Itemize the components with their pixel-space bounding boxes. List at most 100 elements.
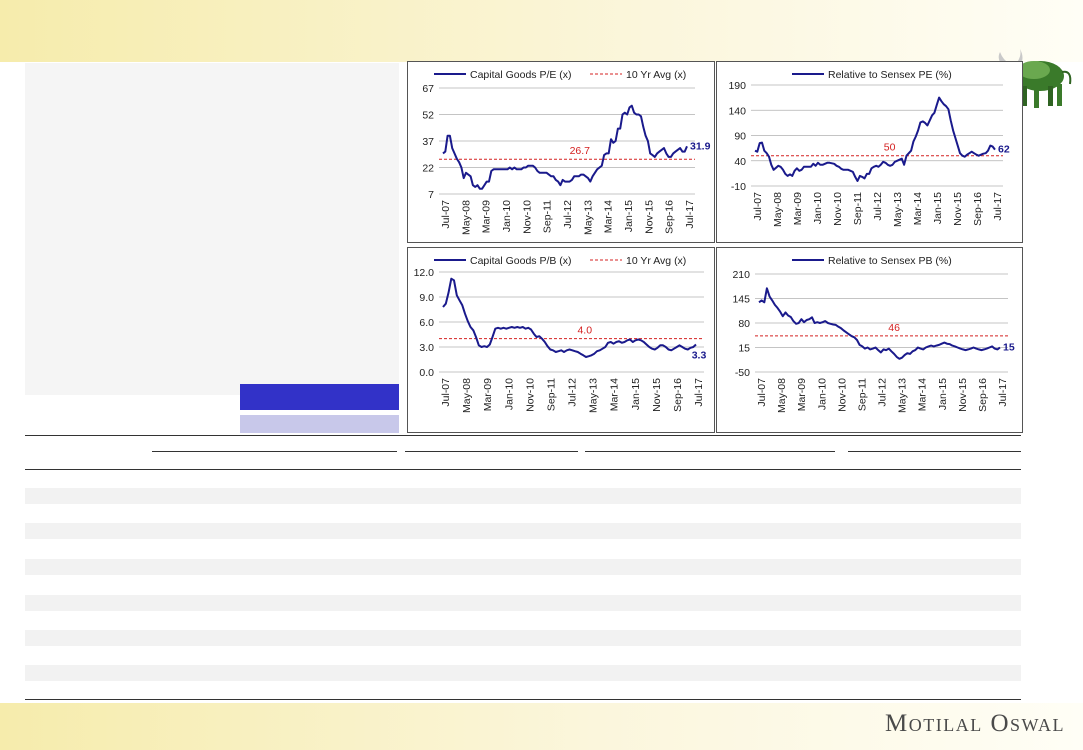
x-tick-label: Nov-15 — [651, 378, 663, 412]
y-tick-label: 40 — [734, 156, 746, 168]
x-tick-label: Jul-17 — [997, 378, 1009, 407]
y-tick-label: -50 — [735, 367, 750, 379]
y-tick-label: 0.0 — [419, 367, 434, 379]
series-line — [442, 277, 697, 358]
y-tick-label: 3.0 — [419, 342, 434, 354]
table-row — [25, 523, 1021, 539]
x-tick-label: Jan-15 — [932, 192, 944, 224]
x-tick-label: Nov-10 — [836, 378, 848, 412]
last-value-label: 3.3 — [692, 350, 707, 362]
x-tick-label: May-13 — [588, 378, 600, 413]
group-rule-4 — [848, 451, 1021, 452]
lavender-bar — [240, 415, 399, 433]
x-tick-label: Sep-16 — [664, 200, 676, 234]
series-line — [754, 96, 996, 182]
brand-name: Motilal Oswal — [884, 710, 1065, 737]
y-tick-label: 9.0 — [419, 292, 434, 304]
y-tick-label: 90 — [734, 131, 746, 143]
header-rule — [25, 469, 1021, 470]
group-rule-1 — [152, 451, 397, 452]
last-value-label: 31.9 — [690, 140, 711, 152]
pb-chart: Capital Goods P/B (x) 10 Yr Avg (x) 12.0 9.… — [407, 247, 715, 433]
left-panel — [25, 63, 399, 395]
y-tick-label: -10 — [731, 181, 746, 193]
x-tick-label: Nov-15 — [952, 192, 964, 226]
y-tick-label: 80 — [738, 318, 750, 330]
y-tick-label: 67 — [422, 83, 434, 95]
x-tick-label: Nov-10 — [521, 200, 533, 234]
x-tick-label: Sep-11 — [856, 378, 868, 411]
relative-pe-chart-svg: Relative to Sensex PE (%) 190 140 90 40 -10 Ju… — [728, 69, 1010, 227]
y-tick-label: 140 — [728, 105, 746, 117]
relative-pb-chart: Relative to Sensex PB (%) 210 145 80 15 -50 Ju… — [716, 247, 1023, 433]
legend-series-label: Relative to Sensex PE (%) — [828, 69, 952, 81]
avg-label: 26.7 — [570, 145, 591, 157]
table-row — [25, 488, 1021, 504]
x-tick-label: Nov-10 — [524, 378, 536, 412]
x-tick-label: May-08 — [776, 378, 788, 413]
x-tick-label: Jan-10 — [816, 378, 828, 410]
x-tick-label: Nov-10 — [832, 192, 844, 226]
pe-chart: Capital Goods P/E (x) 10 Yr Avg (x) 67 52 37… — [407, 61, 715, 243]
x-tick-label: Mar-14 — [603, 200, 615, 233]
x-tick-label: Sep-11 — [545, 378, 557, 411]
series-line — [442, 104, 688, 190]
relative-pe-chart: Relative to Sensex PE (%) 190 140 90 40 -10 Ju… — [716, 61, 1023, 243]
footer-band — [0, 703, 1083, 750]
legend-series-label: Relative to Sensex PB (%) — [828, 255, 952, 267]
y-tick-label: 52 — [422, 110, 434, 122]
x-tick-label: May-13 — [582, 200, 594, 235]
y-tick-label: 210 — [732, 269, 750, 281]
x-tick-label: May-08 — [461, 378, 473, 413]
x-tick-label: Jan-10 — [503, 378, 515, 410]
last-value-label: 62 — [998, 144, 1010, 156]
x-tick-label: Jul-17 — [992, 192, 1004, 221]
last-value-label: 15 — [1003, 342, 1015, 354]
pb-chart-svg: Capital Goods P/B (x) 10 Yr Avg (x) 12.0 9.… — [414, 255, 707, 413]
y-tick-label: 12.0 — [414, 267, 435, 279]
y-tick-label: 145 — [732, 294, 750, 306]
x-tick-label: May-08 — [460, 200, 472, 235]
legend-avg-label: 10 Yr Avg (x) — [626, 69, 686, 81]
x-tick-label: Jul-17 — [684, 200, 696, 229]
x-tick-label: Jul-12 — [567, 378, 579, 407]
y-tick-label: 6.0 — [419, 317, 434, 329]
header-band — [0, 0, 1083, 62]
table-row — [25, 665, 1021, 681]
x-tick-label: Mar-09 — [792, 192, 804, 225]
group-rule-2 — [405, 451, 578, 452]
x-tick-label: Jul-17 — [693, 378, 705, 407]
series-line — [758, 287, 1001, 360]
x-tick-label: Jul-07 — [440, 378, 452, 407]
x-tick-label: Mar-09 — [481, 200, 493, 233]
group-rule-3 — [585, 451, 835, 452]
table-row — [25, 630, 1021, 646]
avg-label: 50 — [884, 142, 896, 154]
x-tick-label: Nov-15 — [957, 378, 969, 412]
x-tick-label: Jan-15 — [630, 378, 642, 410]
x-tick-label: Jan-15 — [623, 200, 635, 232]
y-tick-label: 15 — [738, 343, 750, 355]
x-tick-label: Sep-16 — [672, 378, 684, 412]
x-tick-label: Mar-14 — [917, 378, 929, 411]
legend-series-label: Capital Goods P/B (x) — [470, 255, 572, 267]
pe-chart-svg: Capital Goods P/E (x) 10 Yr Avg (x) 67 52 37… — [422, 69, 711, 235]
x-tick-label: Sep-11 — [852, 192, 864, 225]
x-tick-label: Jul-07 — [440, 200, 452, 229]
x-tick-label: Mar-14 — [609, 378, 621, 411]
y-tick-label: 37 — [422, 136, 434, 148]
x-tick-label: Mar-09 — [796, 378, 808, 411]
x-tick-label: Jul-07 — [756, 378, 768, 407]
y-tick-label: 190 — [728, 80, 746, 92]
blue-bar — [240, 384, 399, 410]
x-tick-label: Jan-10 — [501, 200, 513, 232]
x-tick-label: Jul-12 — [872, 192, 884, 221]
y-tick-label: 7 — [428, 189, 434, 201]
table-bottom-rule — [25, 699, 1021, 700]
x-tick-label: May-08 — [772, 192, 784, 227]
table-top-rule — [25, 435, 1021, 436]
x-tick-label: Sep-11 — [542, 200, 554, 233]
legend-avg-label: 10 Yr Avg (x) — [626, 255, 686, 267]
x-tick-label: Mar-14 — [912, 192, 924, 225]
table-row — [25, 559, 1021, 575]
